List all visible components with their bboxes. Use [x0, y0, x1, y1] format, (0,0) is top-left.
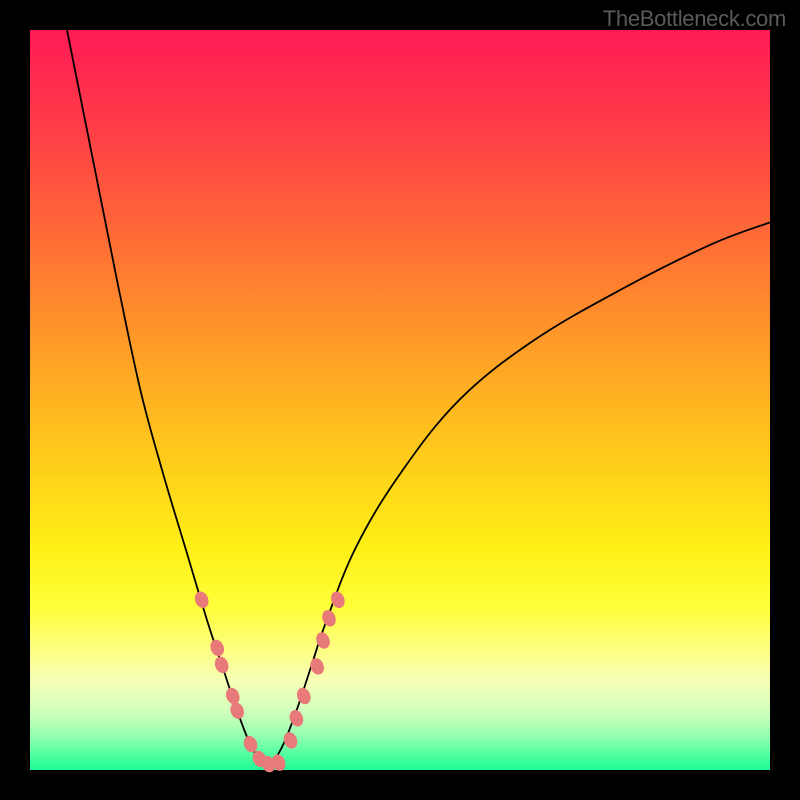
chart-plot-area	[30, 30, 770, 770]
chart-svg	[0, 0, 800, 800]
watermark-text: TheBottleneck.com	[603, 6, 786, 32]
chart-container: TheBottleneck.com	[0, 0, 800, 800]
